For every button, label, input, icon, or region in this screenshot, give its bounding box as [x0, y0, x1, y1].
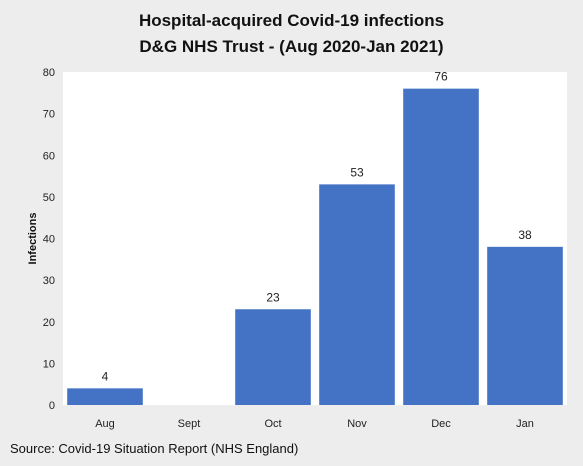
x-tick-label: Sept — [178, 418, 201, 430]
bar-oct — [235, 309, 311, 405]
y-tick-label: 50 — [43, 192, 55, 204]
data-label-dec: 76 — [434, 70, 448, 84]
y-axis-title: Infections — [27, 213, 39, 265]
y-tick-label: 0 — [49, 400, 55, 412]
y-tick-label: 30 — [43, 275, 55, 287]
plot-area: 0 10 20 30 40 50 60 70 80 Infections 4 Aug Sept 23 Oct… — [27, 67, 567, 430]
y-tick-label: 20 — [43, 317, 55, 329]
bar-aug — [67, 388, 143, 405]
y-tick-label: 70 — [43, 109, 55, 121]
data-label-aug: 4 — [102, 369, 109, 383]
y-tick-label: 40 — [43, 234, 55, 246]
x-tick-label: Dec — [431, 418, 451, 430]
source-note: Source: Covid-19 Situation Report (NHS E… — [10, 441, 299, 456]
data-label-oct: 23 — [266, 290, 280, 304]
data-label-jan: 38 — [518, 228, 532, 242]
x-tick-label: Jan — [516, 418, 534, 430]
bar-jan — [487, 246, 563, 405]
chart-subtitle: D&G NHS Trust - (Aug 2020-Jan 2021) — [139, 37, 444, 56]
x-tick-label: Oct — [264, 418, 281, 430]
x-tick-label: Nov — [347, 418, 367, 430]
y-tick-label: 10 — [43, 358, 55, 370]
y-tick-label: 60 — [43, 150, 55, 162]
x-tick-label: Aug — [95, 418, 115, 430]
bar-nov — [319, 184, 395, 405]
bar-dec — [403, 88, 479, 406]
data-label-nov: 53 — [350, 165, 364, 179]
y-tick-label: 80 — [43, 67, 55, 79]
chart-title: Hospital-acquired Covid-19 infections — [138, 11, 445, 30]
plot-background — [63, 72, 567, 405]
